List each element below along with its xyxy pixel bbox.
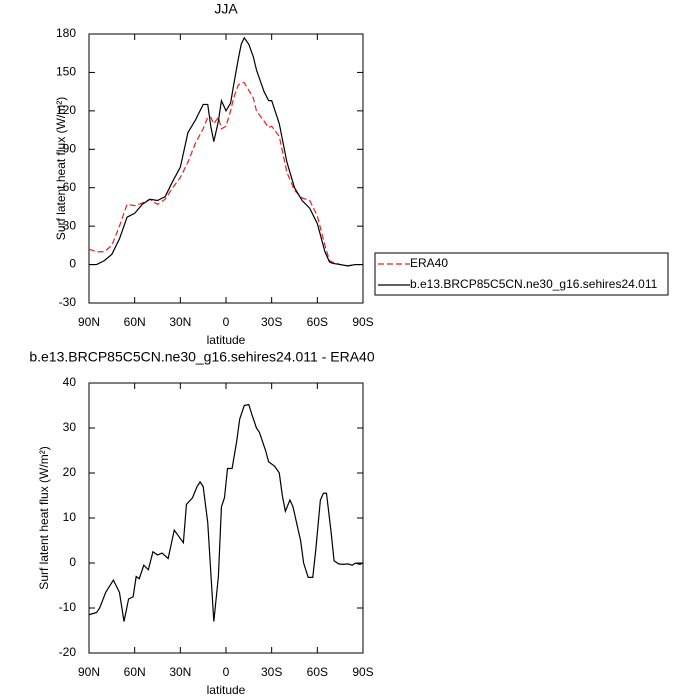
y-tick-label: 0 <box>69 257 76 271</box>
y-tick-label: 20 <box>63 465 77 479</box>
y-axis-label: Surf latent heat flux (W/m²) <box>37 446 51 589</box>
y-tick-label: 150 <box>56 65 76 79</box>
y-tick-label: 180 <box>56 26 76 40</box>
x-tick-label: 0 <box>223 665 230 679</box>
y-axis-label: Surf latent heat flux (W/m²) <box>54 97 68 240</box>
chart-title: b.e13.BRCP85C5CN.ne30_g16.sehires24.011 … <box>29 349 375 365</box>
y-tick-label: 60 <box>63 180 77 194</box>
x-tick-label: 30S <box>261 665 282 679</box>
x-tick-label: 30N <box>169 315 191 329</box>
data-line <box>88 82 363 267</box>
y-tick-label: 30 <box>63 218 77 232</box>
legend-label: ERA40 <box>410 256 448 270</box>
x-tick-label: 0 <box>223 315 230 329</box>
y-tick-label: 120 <box>56 103 76 117</box>
y-tick-label: 0 <box>69 555 76 569</box>
y-tick-label: -30 <box>59 295 77 309</box>
x-tick-label: 90S <box>352 665 373 679</box>
x-tick-label: 30S <box>261 315 282 329</box>
y-tick-label: -20 <box>59 645 77 659</box>
y-tick-label: 90 <box>63 141 77 155</box>
legend-box <box>374 252 669 296</box>
plot-frame <box>88 33 364 304</box>
data-line <box>88 403 364 622</box>
x-tick-label: 60N <box>124 665 146 679</box>
y-tick-label: 30 <box>63 420 77 434</box>
chart-title: JJA <box>214 1 238 17</box>
x-tick-label: 60S <box>307 665 328 679</box>
x-axis-label: latitude <box>207 333 246 347</box>
x-tick-label: 90N <box>78 665 100 679</box>
y-tick-label: 40 <box>63 375 77 389</box>
x-tick-label: 90S <box>352 315 373 329</box>
y-tick-label: -10 <box>59 600 77 614</box>
y-tick-label: 10 <box>63 510 77 524</box>
plot-frame <box>88 382 364 654</box>
data-line <box>89 36 363 267</box>
x-tick-label: 30N <box>169 665 191 679</box>
legend-label: b.e13.BRCP85C5CN.ne30_g16.sehires24.011 <box>410 277 658 291</box>
x-axis-label: latitude <box>207 683 246 697</box>
x-tick-label: 60S <box>307 315 328 329</box>
x-tick-label: 60N <box>124 315 146 329</box>
x-tick-label: 90N <box>78 315 100 329</box>
